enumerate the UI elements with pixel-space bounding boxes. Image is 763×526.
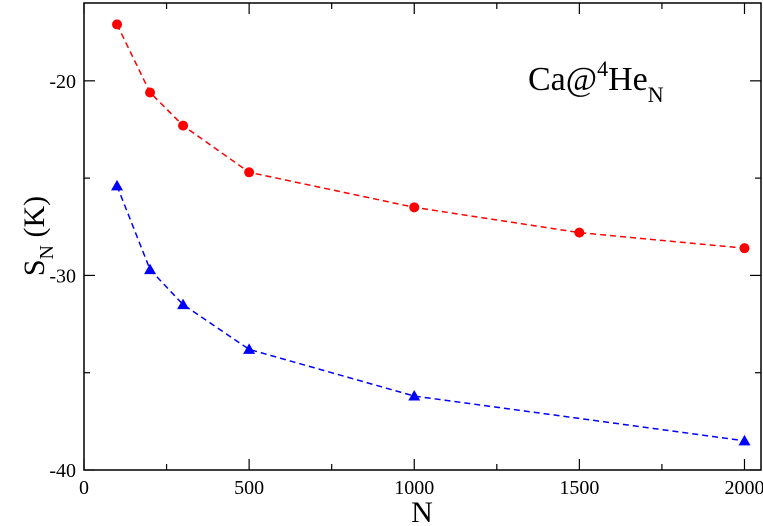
data-point-circle [112,19,123,30]
data-point-triangle [408,390,421,401]
x-tick-label: 1000 [394,477,434,499]
data-point-triangle [738,434,751,446]
x-tick-label: 1500 [559,477,599,499]
y-axis-title: SN (K) [18,196,58,276]
y-tick-label: -40 [49,460,76,482]
data-point-triangle [243,343,256,354]
x-tick-label: 500 [234,477,264,499]
data-point-circle [574,227,585,238]
annotation-label: Ca@4HeN [528,56,664,107]
data-point-triangle [177,298,190,310]
series-line-1 [116,185,745,442]
data-point-circle [739,243,750,254]
x-tick-label: 2000 [724,477,763,499]
series-line-0 [116,24,745,249]
y-tick-label: -20 [49,71,76,93]
data-point-circle [244,167,255,178]
x-tick-label: 0 [79,477,89,499]
series-layer [111,19,751,446]
data-point-circle [145,87,156,98]
axis-ticks: 0 500 1000 1500 2000 -40 -30 -20 [49,3,763,499]
data-point-circle [178,120,189,131]
data-point-triangle [144,263,157,275]
y-tick-label: -30 [49,265,76,287]
x-axis-title: N [411,496,433,526]
data-point-triangle [111,179,124,191]
data-point-circle [409,202,420,213]
plot-frame [83,2,762,471]
